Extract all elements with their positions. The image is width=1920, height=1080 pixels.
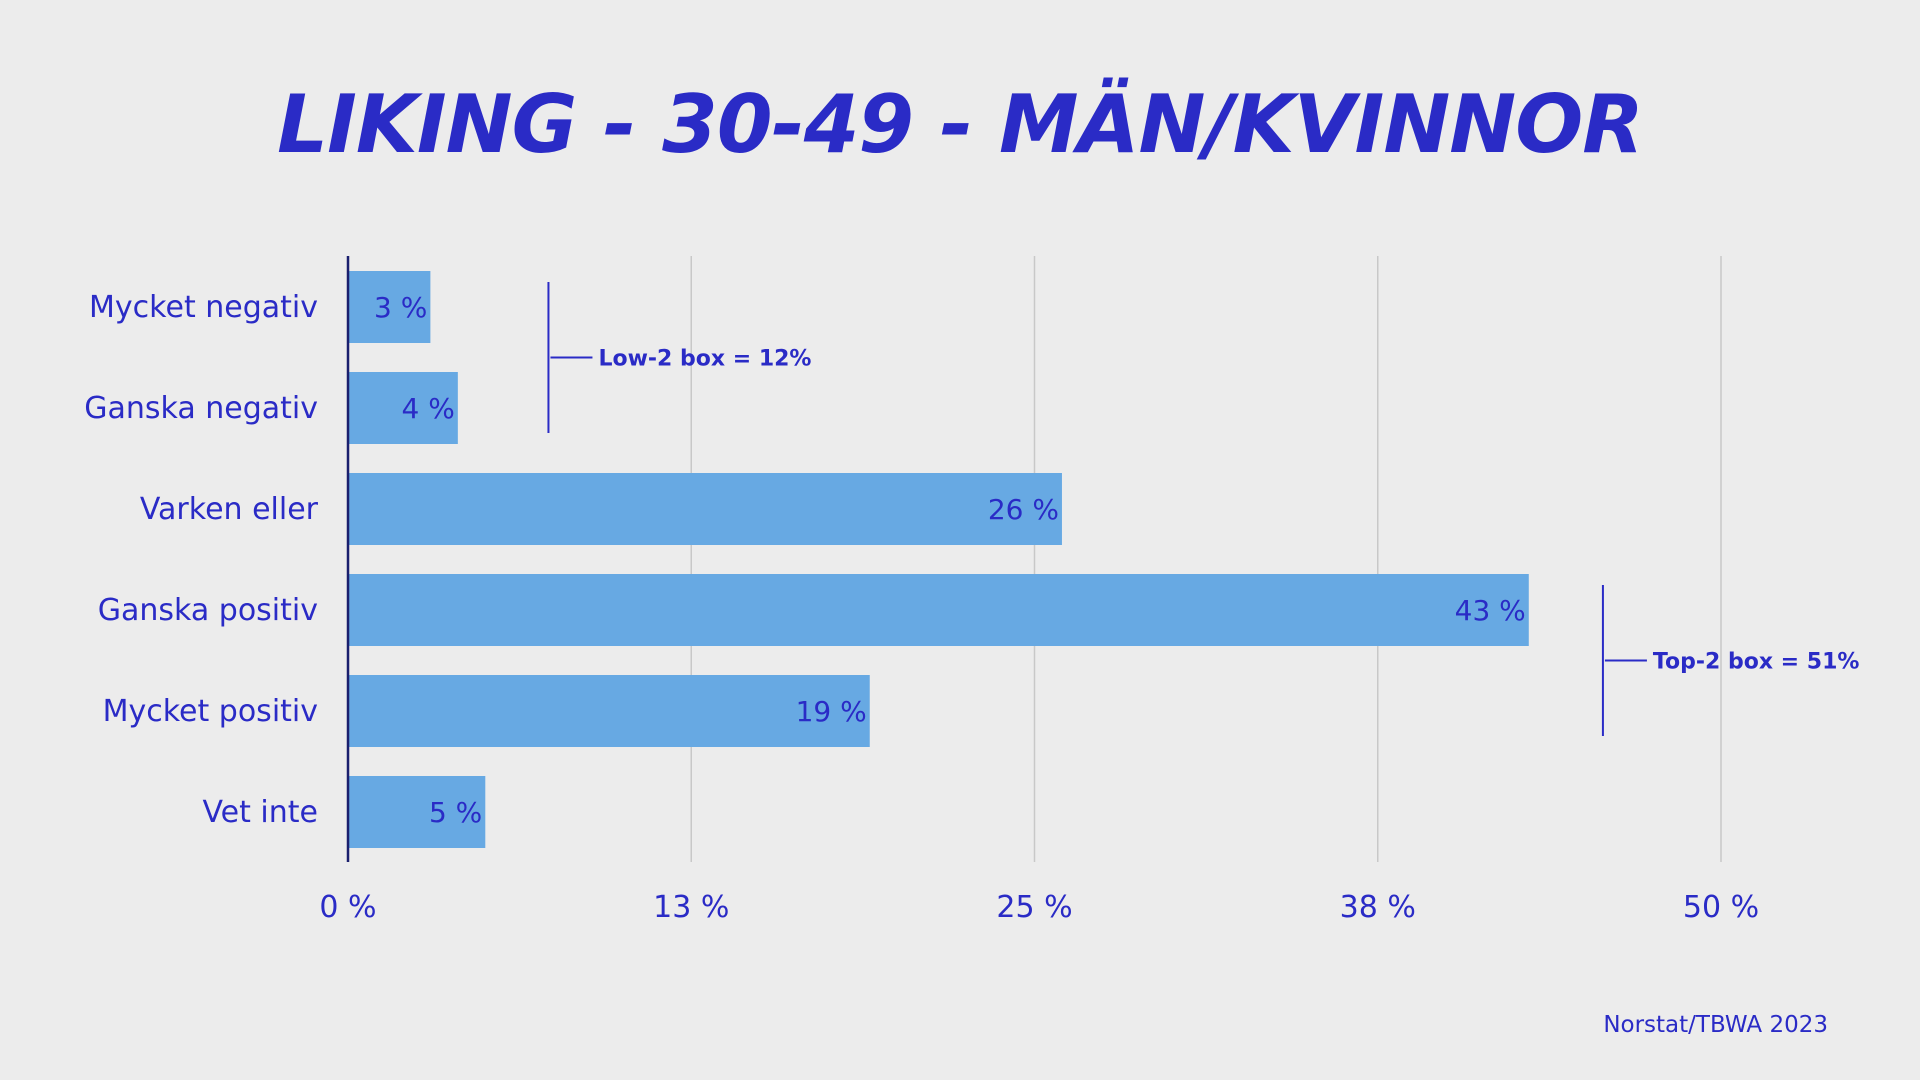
bar	[348, 372, 458, 444]
bar	[348, 473, 1062, 545]
x-tick-label: 13 %	[653, 890, 729, 925]
category-label: Mycket positiv	[103, 694, 318, 729]
category-label: Vet inte	[202, 795, 318, 830]
x-tick-label: 0 %	[319, 890, 376, 925]
category-label: Ganska negativ	[84, 391, 318, 426]
bar	[348, 271, 431, 343]
bar-value-label: 19 %	[796, 695, 867, 728]
x-tick-label: 50 %	[1683, 890, 1759, 925]
category-label: Mycket negativ	[89, 290, 318, 325]
bar	[348, 776, 486, 848]
x-tick-label: 38 %	[1340, 890, 1416, 925]
bar	[348, 675, 870, 747]
bar-value-label: 43 %	[1455, 594, 1526, 627]
source-note: Norstat/TBWA 2023	[1603, 1012, 1828, 1038]
category-label: Varken eller	[140, 492, 319, 527]
bar	[348, 574, 1529, 646]
chart-title: LIKING - 30-49 - MÄN/KVINNOR	[277, 78, 1644, 171]
bar-value-label: 3 %	[374, 291, 427, 324]
bar-value-label: 4 %	[402, 392, 455, 425]
annotation-label: Top-2 box = 51%	[1653, 650, 1860, 675]
bar-value-label: 5 %	[429, 796, 482, 829]
bar-value-label: 26 %	[988, 493, 1059, 526]
category-label: Ganska positiv	[98, 593, 318, 628]
x-tick-label: 25 %	[996, 890, 1072, 925]
annotation-label: Low-2 box = 12%	[598, 347, 811, 372]
